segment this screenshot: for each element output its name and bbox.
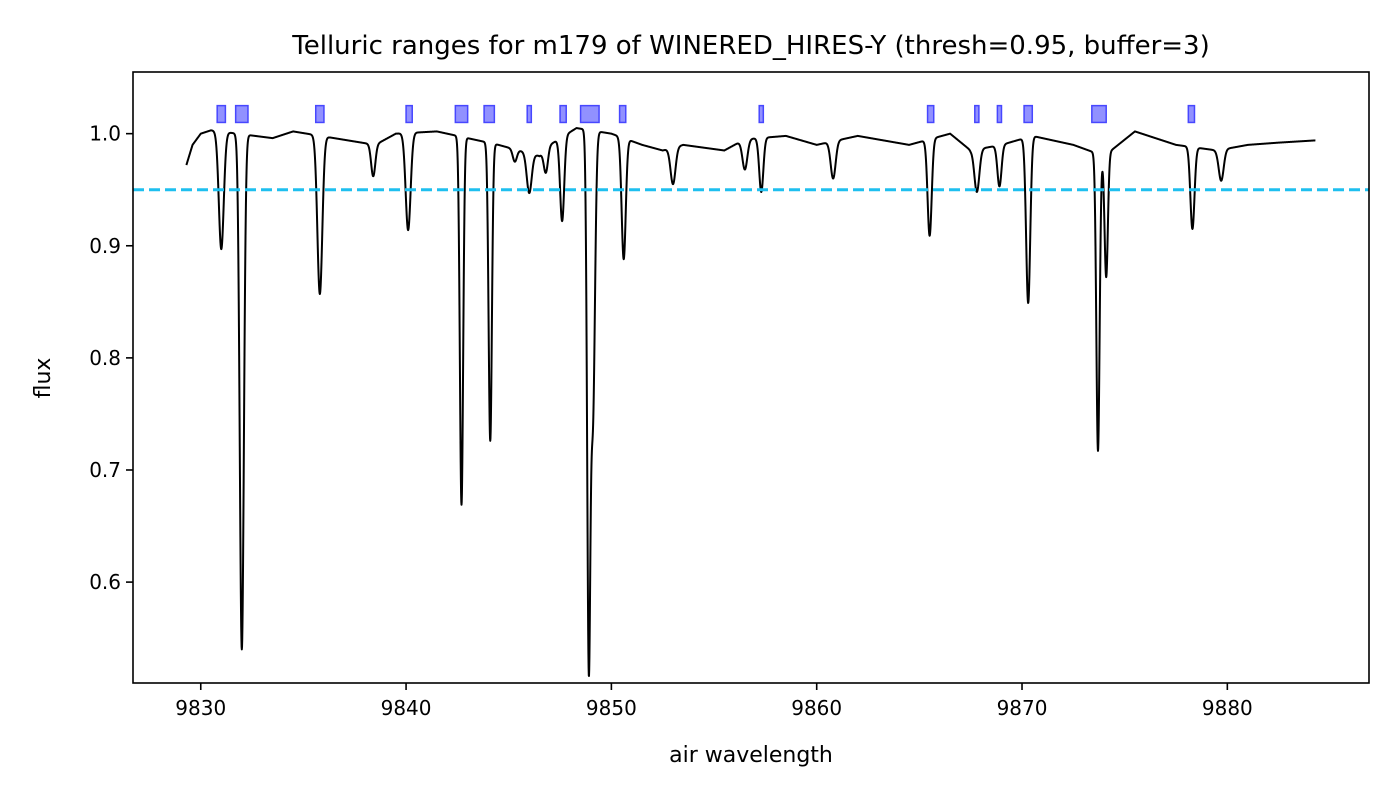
x-axis-label: air wavelength xyxy=(669,743,833,768)
telluric-range-marker xyxy=(996,104,1003,124)
telluric-range-marker xyxy=(314,104,325,124)
y-axis-label: flux xyxy=(31,358,56,399)
telluric-range-marker xyxy=(559,104,567,124)
telluric-range-marker xyxy=(758,104,765,124)
x-tick-label: 9840 xyxy=(381,696,432,720)
telluric-range-marker xyxy=(1091,104,1107,124)
x-tick-label: 9830 xyxy=(175,696,226,720)
telluric-range-marker xyxy=(618,104,627,124)
x-tick-label: 9850 xyxy=(586,696,637,720)
telluric-range-marker xyxy=(1187,104,1196,124)
y-tick-label: 1.0 xyxy=(89,122,121,146)
y-tick-label: 0.9 xyxy=(89,234,121,258)
telluric-range-marker xyxy=(926,104,935,124)
x-axis: 9830 9840 9850 9860 9870 9880 xyxy=(175,683,1253,720)
y-axis: 0.6 0.7 0.8 0.9 1.0 xyxy=(89,122,133,594)
telluric-range-marker xyxy=(216,104,227,124)
telluric-range-marker xyxy=(974,104,980,124)
telluric-range-marker xyxy=(234,104,249,124)
telluric-range-marker xyxy=(526,104,533,124)
telluric-range-marker xyxy=(405,104,413,124)
telluric-range-marker xyxy=(579,104,600,124)
y-tick-label: 0.8 xyxy=(89,346,121,370)
y-tick-label: 0.6 xyxy=(89,570,121,594)
telluric-range-marker xyxy=(1023,104,1034,124)
telluric-range-marker xyxy=(454,104,469,124)
chart-title: Telluric ranges for m179 of WINERED_HIRE… xyxy=(291,31,1209,61)
axes-frame xyxy=(132,71,1370,684)
telluric-range-marker xyxy=(483,104,496,124)
plot-area xyxy=(133,104,1369,677)
spectrum-line xyxy=(185,127,1317,677)
x-tick-label: 9860 xyxy=(791,696,842,720)
x-tick-label: 9880 xyxy=(1202,696,1253,720)
x-tick-label: 9870 xyxy=(997,696,1048,720)
y-tick-label: 0.7 xyxy=(89,458,121,482)
